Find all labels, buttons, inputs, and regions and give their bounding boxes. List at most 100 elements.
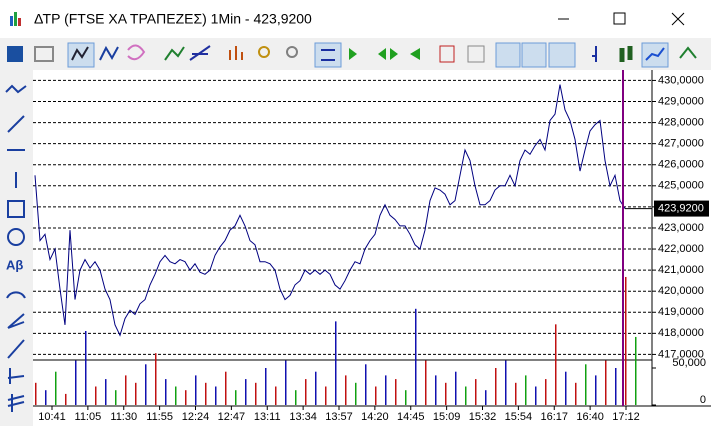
- volume-bar: [555, 324, 557, 405]
- volume-bar: [315, 371, 317, 405]
- volume-bar: [545, 379, 547, 405]
- volume-bar: [435, 375, 437, 405]
- x-tick-label: 12:24: [182, 411, 210, 423]
- volume-bar: [135, 382, 137, 405]
- back-button[interactable]: [410, 48, 420, 60]
- line-tool[interactable]: [7, 115, 25, 133]
- text-tool[interactable]: Aβ: [6, 257, 23, 272]
- circle-tool[interactable]: [7, 228, 25, 246]
- zoom-in-button[interactable]: [258, 46, 270, 58]
- x-tick-label: 13:57: [325, 411, 353, 423]
- close-button[interactable]: [671, 12, 685, 26]
- step-button[interactable]: [378, 48, 398, 60]
- bars-button[interactable]: [229, 46, 243, 60]
- period-510-button[interactable]: [548, 42, 576, 68]
- grid: [33, 79, 652, 355]
- volume-bar: [455, 371, 457, 405]
- y-tick-label: 417,0000: [658, 348, 704, 360]
- y-tick-label: 423,0000: [658, 222, 704, 234]
- zoom-out-button[interactable]: [286, 46, 298, 58]
- y-tick-label: 425,0000: [658, 180, 704, 192]
- chart-icon[interactable]: [99, 45, 119, 61]
- line-icon: [71, 46, 89, 61]
- grid-tool[interactable]: [7, 394, 25, 412]
- x-tick-label: 10:41: [38, 411, 66, 423]
- price-layer: [34, 84, 652, 337]
- trend-button[interactable]: [189, 45, 211, 61]
- x-tick-label: 14:45: [397, 411, 425, 423]
- y-tick-label: 420,0000: [658, 285, 704, 297]
- candle-button[interactable]: [619, 46, 633, 62]
- fan-tool[interactable]: [7, 313, 25, 329]
- maximize-button[interactable]: [613, 12, 626, 25]
- channel-tool[interactable]: [7, 339, 25, 359]
- scroll-icon: [321, 49, 335, 61]
- window-button[interactable]: [34, 46, 54, 62]
- volume-bar: [375, 386, 377, 405]
- x-tick-label: 11:55: [146, 411, 173, 423]
- volume-bar: [405, 390, 407, 405]
- app-icon: [10, 12, 21, 26]
- volume-bar: [585, 364, 587, 405]
- period-15-button[interactable]: [521, 42, 547, 68]
- volume-bar: [185, 390, 187, 405]
- grid-button[interactable]: [467, 45, 485, 63]
- volume-bar: [565, 371, 567, 405]
- volume-bar: [505, 360, 507, 405]
- x-tick-label: 16:17: [540, 411, 568, 423]
- scroll-both-button[interactable]: [314, 42, 342, 68]
- connect-button[interactable]: [679, 46, 697, 59]
- x-tick-label: 11:30: [110, 411, 137, 423]
- volume-bar: [325, 386, 327, 405]
- volume-bar: [345, 375, 347, 405]
- refresh-button[interactable]: [127, 44, 146, 61]
- study-tool[interactable]: [5, 84, 27, 94]
- volume-bar: [95, 386, 97, 405]
- arc-tool[interactable]: [6, 291, 26, 299]
- volume-bar: [175, 386, 177, 405]
- y-tick-label: 428,0000: [658, 116, 704, 128]
- drawing-tools: [5, 84, 27, 412]
- y-tick-label: 430,0000: [658, 74, 704, 86]
- rect-tool[interactable]: [7, 200, 25, 218]
- volume-bar: [45, 390, 47, 405]
- volume-bar: [115, 390, 117, 405]
- volume-bars: [35, 276, 637, 405]
- volume-bar: [355, 382, 357, 405]
- y-tick-label: 419,0000: [658, 306, 704, 318]
- volume-bar: [465, 386, 467, 405]
- volume-bar: [235, 390, 237, 405]
- last-price-box: [654, 200, 709, 217]
- volume-bar: [605, 360, 607, 405]
- volume-bar: [195, 375, 197, 405]
- volume-bar: [595, 375, 597, 405]
- volume-bar: [625, 276, 627, 405]
- period-10-button[interactable]: [495, 42, 521, 68]
- volume-bar: [225, 371, 227, 405]
- x-tick-label: 17:12: [612, 411, 640, 423]
- volume-bar: [415, 308, 417, 405]
- axes: 430,0000 429,0000 428,0000 427,0000 426,0000…: [38, 74, 709, 423]
- y-tick-label: 427,0000: [658, 138, 704, 150]
- play-button[interactable]: [349, 48, 357, 60]
- last-price-label: 423,9200: [658, 202, 704, 214]
- volume-bar: [245, 379, 247, 405]
- cross-tool[interactable]: [7, 368, 25, 384]
- y-tick-label: 421,0000: [658, 264, 704, 276]
- volume-bar: [65, 393, 67, 405]
- title-bar: [0, 0, 711, 38]
- save-button[interactable]: [7, 46, 23, 62]
- x-tick-label: 14:20: [361, 411, 389, 423]
- study-button[interactable]: [164, 46, 185, 61]
- x-tick-label: 15:32: [469, 411, 497, 423]
- period-5-button[interactable]: [439, 45, 455, 63]
- volume-bar: [285, 360, 287, 405]
- volume-bar: [275, 386, 277, 405]
- volume-bar: [475, 379, 477, 405]
- volume-bar: [75, 360, 77, 405]
- y-tick-label: 418,0000: [658, 327, 704, 339]
- bar-type-button[interactable]: [592, 46, 597, 62]
- volume-bar: [305, 379, 307, 405]
- volume-bar: [365, 364, 367, 405]
